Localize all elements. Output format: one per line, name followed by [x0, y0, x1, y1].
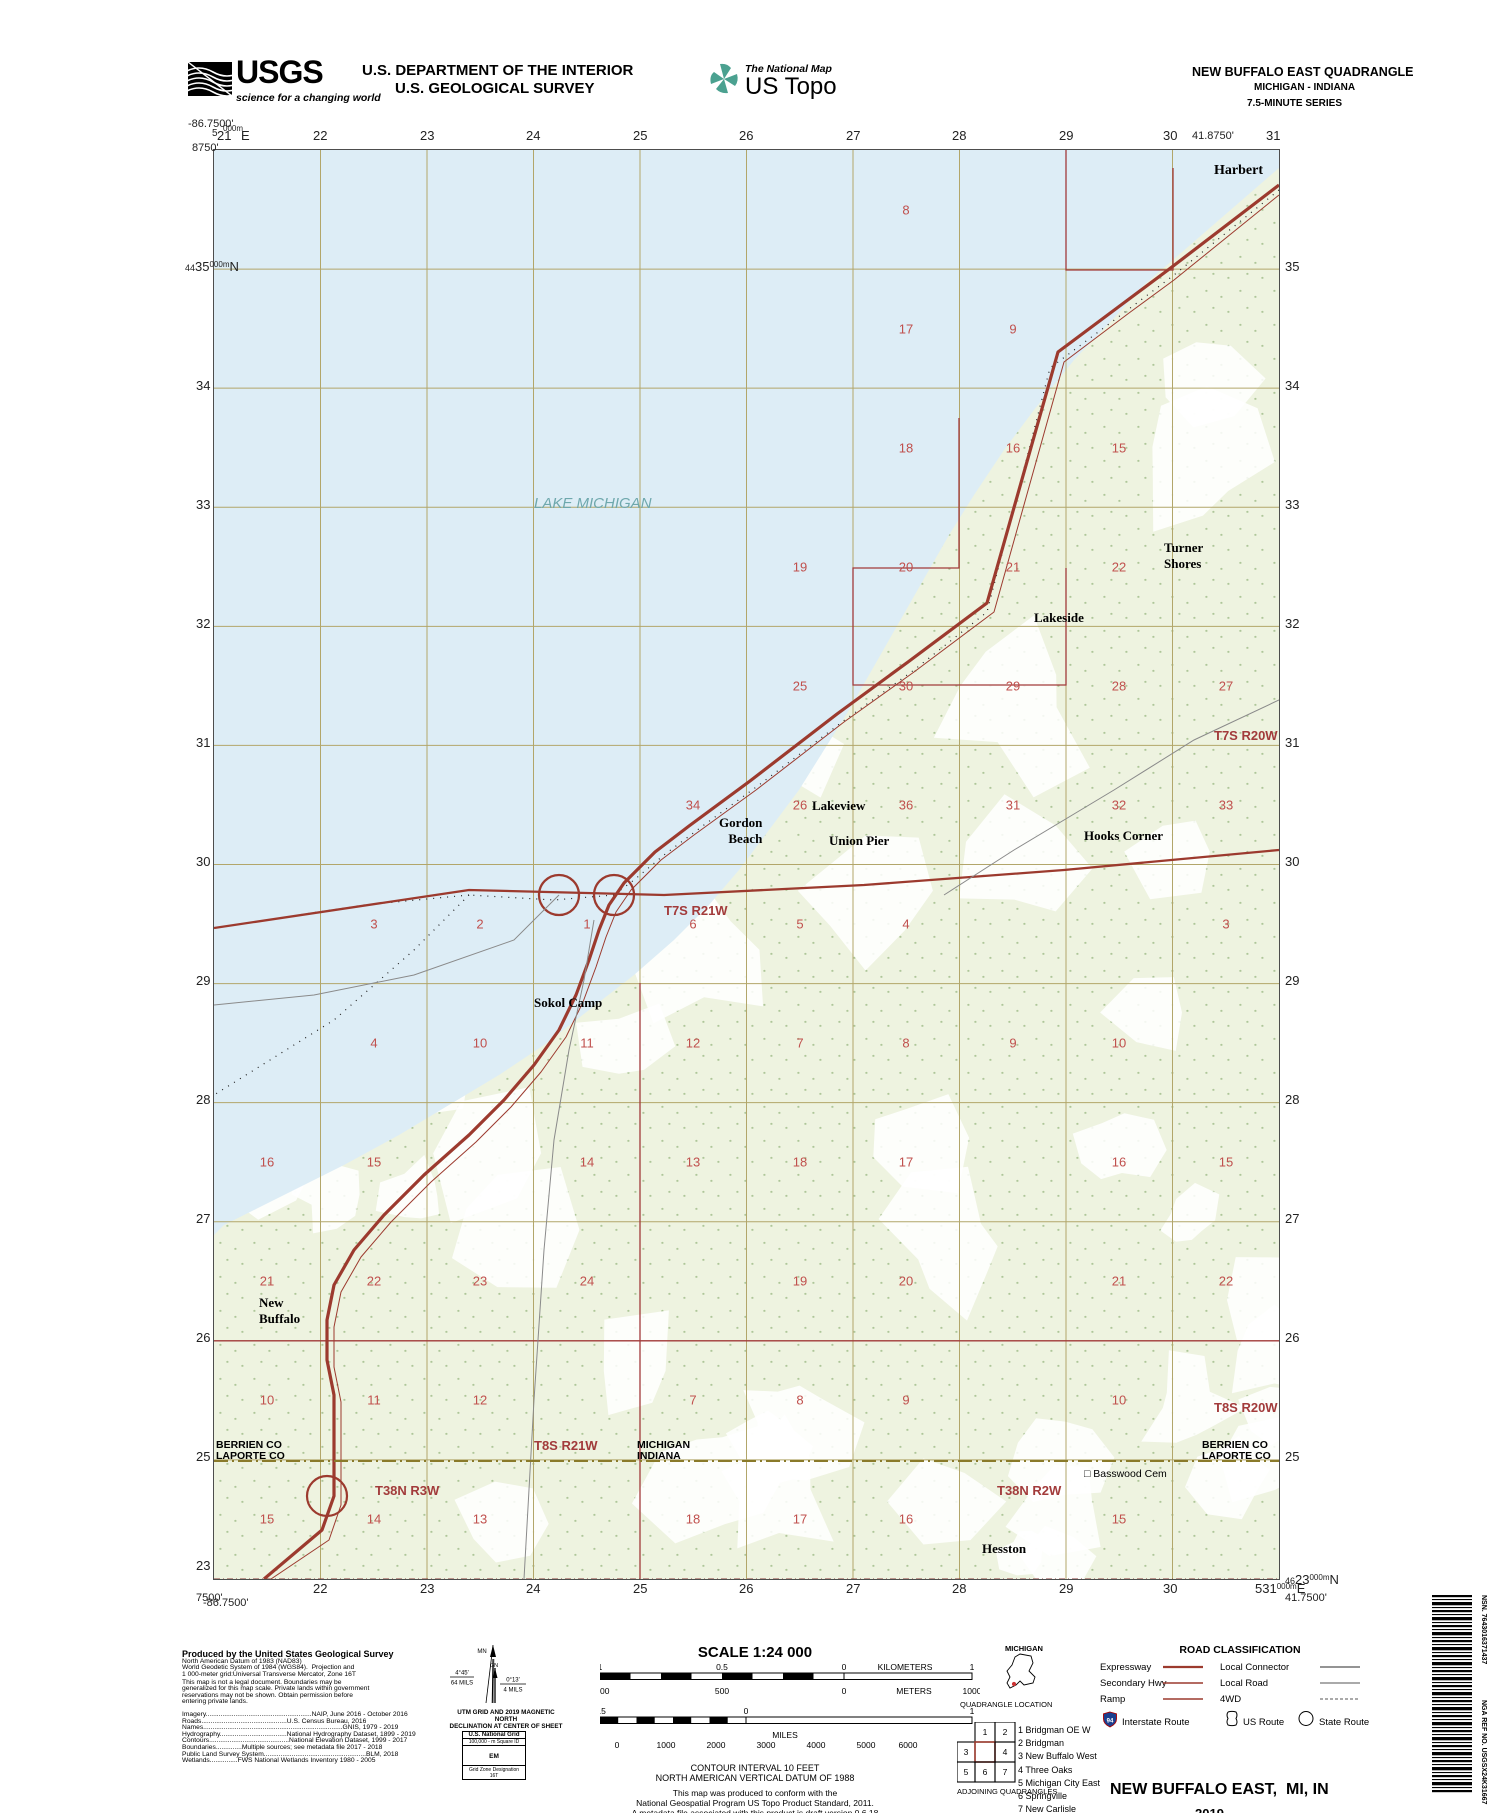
svg-text:Ramp: Ramp: [1100, 1694, 1125, 1705]
svg-text:7: 7: [1003, 1767, 1008, 1777]
svg-text:US Route: US Route: [1243, 1717, 1284, 1728]
svg-text:6: 6: [983, 1767, 988, 1777]
svg-text:3000: 3000: [757, 1740, 776, 1750]
svg-text:0: 0: [842, 1662, 847, 1672]
svg-text:6000: 6000: [899, 1740, 918, 1750]
svg-text:0: 0: [615, 1740, 620, 1750]
svg-text:METERS: METERS: [896, 1686, 932, 1696]
svg-text:Secondary Hwy: Secondary Hwy: [1100, 1678, 1167, 1689]
svg-text:Expressway: Expressway: [1100, 1662, 1151, 1673]
svg-text:2: 2: [1003, 1727, 1008, 1737]
svg-text:0.5: 0.5: [600, 1706, 606, 1716]
svg-text:MICHIGAN: MICHIGAN: [1005, 1644, 1043, 1653]
svg-text:4°45': 4°45': [455, 1671, 469, 1677]
svg-text:State Route: State Route: [1319, 1717, 1369, 1728]
svg-text:0: 0: [744, 1706, 749, 1716]
svg-text:4: 4: [1003, 1747, 1008, 1757]
svg-text:4000: 4000: [807, 1740, 826, 1750]
svg-text:1000: 1000: [657, 1740, 676, 1750]
svg-text:0°13': 0°13': [506, 1678, 520, 1684]
svg-text:3: 3: [964, 1747, 969, 1757]
svg-text:5000: 5000: [857, 1740, 876, 1750]
svg-text:0.5: 0.5: [716, 1662, 728, 1672]
svg-text:4 MILS: 4 MILS: [503, 1688, 522, 1694]
svg-text:1: 1: [600, 1662, 603, 1672]
svg-text:Local Road: Local Road: [1220, 1678, 1268, 1689]
svg-text:2000: 2000: [707, 1740, 726, 1750]
svg-text:500: 500: [715, 1686, 729, 1696]
svg-text:1: 1: [983, 1727, 988, 1737]
svg-text:MILES: MILES: [772, 1730, 798, 1740]
svg-text:1: 1: [970, 1662, 975, 1672]
svg-text:5: 5: [964, 1767, 969, 1777]
svg-text:KILOMETERS: KILOMETERS: [878, 1662, 933, 1672]
svg-text:4WD: 4WD: [1220, 1694, 1241, 1705]
svg-text:64 MILS: 64 MILS: [451, 1681, 473, 1687]
svg-text:Interstate Route: Interstate Route: [1122, 1717, 1190, 1728]
svg-text:0: 0: [842, 1686, 847, 1696]
svg-text:1000: 1000: [600, 1686, 610, 1696]
svg-text:MN: MN: [477, 1649, 486, 1655]
svg-text:Local Connector: Local Connector: [1220, 1662, 1289, 1673]
svg-text:94: 94: [1107, 1719, 1114, 1725]
